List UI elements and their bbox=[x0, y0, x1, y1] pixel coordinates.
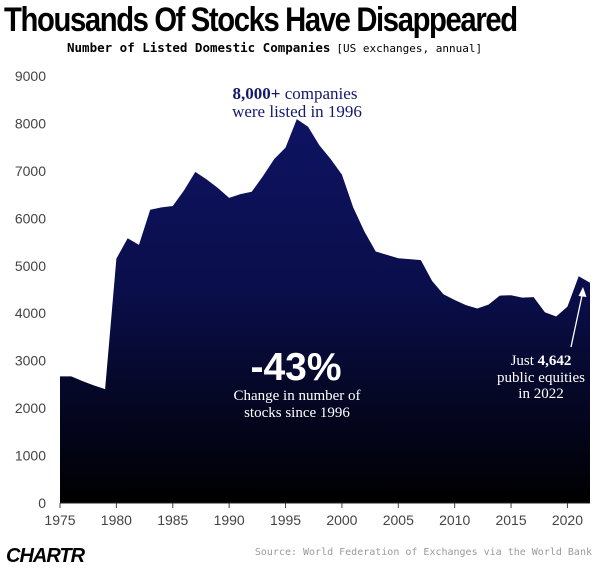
latest-annotation-arrowhead bbox=[578, 287, 587, 297]
y-tick-label-4000: 4000 bbox=[15, 305, 46, 321]
change-caption-line2: stocks since 1996 bbox=[244, 405, 350, 421]
peak-annotation-line1: 8,000+ companies bbox=[233, 84, 358, 103]
change-caption-line1: Change in number of bbox=[233, 388, 360, 404]
x-tick-label-1985: 1985 bbox=[157, 512, 188, 528]
chartr-logo: CHARTR bbox=[6, 545, 85, 567]
series-area bbox=[60, 119, 590, 504]
x-tick-label-1990: 1990 bbox=[214, 512, 245, 528]
y-tick-label-5000: 5000 bbox=[15, 258, 46, 274]
source-note: Source: World Federation of Exchanges vi… bbox=[254, 547, 592, 558]
chart-title: Thousands Of Stocks Have Disappeared bbox=[4, 1, 518, 39]
y-tick-label-0: 0 bbox=[38, 495, 46, 511]
peak-annotation-rest: companies bbox=[280, 84, 357, 103]
latest-annotation-bold: 4,642 bbox=[538, 353, 572, 369]
x-tick-label-2015: 2015 bbox=[495, 512, 526, 528]
y-tick-label-3000: 3000 bbox=[15, 353, 46, 369]
latest-annotation-arrow bbox=[570, 290, 584, 348]
x-tick-label-2000: 2000 bbox=[326, 512, 357, 528]
latest-annotation-line1: Just 4,642 bbox=[511, 353, 572, 369]
x-tick-label-2010: 2010 bbox=[439, 512, 470, 528]
subtitle-text: Number of Listed Domestic Companies bbox=[67, 40, 331, 55]
y-tick-label-1000: 1000 bbox=[15, 448, 46, 464]
y-tick-label-7000: 7000 bbox=[15, 163, 46, 179]
latest-annotation-line3: in 2022 bbox=[518, 386, 563, 402]
peak-annotation-bold: 8,000+ bbox=[233, 84, 281, 103]
change-value: -43% bbox=[250, 346, 341, 389]
y-axis: 0 1000 2000 3000 4000 5000 6000 7000 8000 9000 bbox=[15, 68, 46, 511]
y-tick-label-9000: 9000 bbox=[15, 68, 46, 84]
x-axis: 1975 1980 1985 1990 1995 2000 2005 2010 2015 2020 bbox=[44, 503, 583, 528]
subtitle-note: [US exchanges, annual] bbox=[336, 42, 483, 55]
x-tick-label-1980: 1980 bbox=[101, 512, 132, 528]
y-tick-label-2000: 2000 bbox=[15, 400, 46, 416]
x-tick-label-2020: 2020 bbox=[552, 512, 583, 528]
y-tick-label-6000: 6000 bbox=[15, 210, 46, 226]
x-tick-label-1975: 1975 bbox=[44, 512, 75, 528]
x-tick-label-1995: 1995 bbox=[270, 512, 301, 528]
y-tick-label-8000: 8000 bbox=[15, 115, 46, 131]
latest-annotation-pre: Just bbox=[511, 353, 538, 369]
chart-subtitle: Number of Listed Domestic Companies [US e… bbox=[67, 40, 482, 55]
x-tick-label-2005: 2005 bbox=[383, 512, 414, 528]
peak-annotation-line2: were listed in 1996 bbox=[232, 102, 362, 121]
latest-annotation-line2: public equities bbox=[497, 370, 585, 386]
chart-area: 0 1000 2000 3000 4000 5000 6000 7000 8000 9000 19… bbox=[15, 68, 590, 528]
